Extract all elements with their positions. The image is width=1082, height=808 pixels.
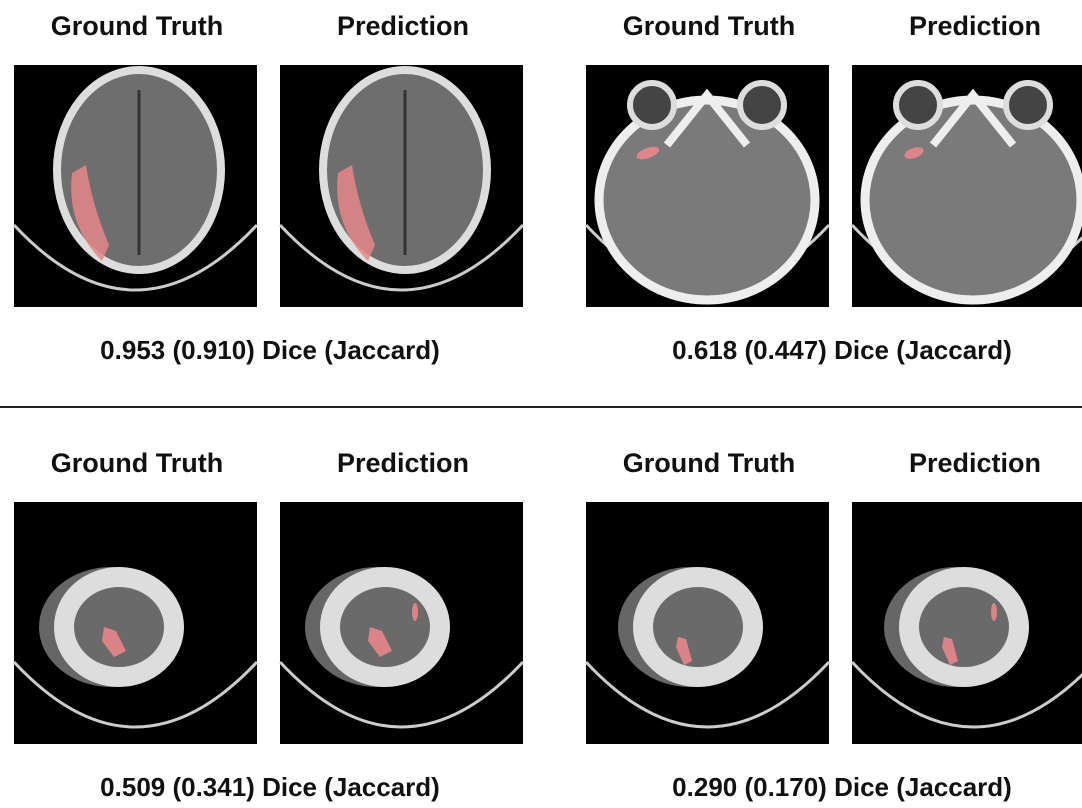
score-caption: 0.618 (0.447) Dice (Jaccard) bbox=[672, 335, 1012, 365]
score-caption: 0.290 (0.170) Dice (Jaccard) bbox=[672, 772, 1012, 802]
image-label: Ground Truth bbox=[623, 11, 795, 41]
skull bbox=[643, 577, 753, 677]
skull bbox=[330, 577, 440, 677]
figure: Ground Truth Prediction 0.953 (0.910) Dice… bbox=[0, 0, 1082, 803]
ct-scan bbox=[14, 65, 257, 307]
page: Ground Truth Prediction 0.953 (0.910) Dice… bbox=[0, 0, 1082, 803]
ct-scan bbox=[280, 502, 523, 744]
skull bbox=[599, 100, 815, 300]
image-label: Ground Truth bbox=[623, 448, 795, 478]
image-label: Ground Truth bbox=[51, 448, 223, 478]
image-label: Prediction bbox=[337, 11, 469, 41]
lesion bbox=[991, 603, 997, 621]
score-caption: 0.509 (0.341) Dice (Jaccard) bbox=[100, 772, 440, 802]
skull bbox=[64, 577, 174, 677]
image-label: Prediction bbox=[909, 448, 1041, 478]
ct-scan bbox=[586, 65, 829, 307]
eye bbox=[740, 83, 784, 127]
skull bbox=[909, 577, 1019, 677]
ct-scan bbox=[852, 65, 1082, 307]
eye bbox=[630, 83, 674, 127]
ct-scan bbox=[852, 502, 1082, 744]
eye bbox=[896, 83, 940, 127]
image-label: Ground Truth bbox=[51, 11, 223, 41]
lesion bbox=[412, 603, 418, 621]
ct-scan bbox=[586, 502, 829, 744]
score-caption: 0.953 (0.910) Dice (Jaccard) bbox=[100, 335, 440, 365]
ct-scan bbox=[280, 65, 523, 307]
image-label: Prediction bbox=[909, 11, 1041, 41]
eye bbox=[1006, 83, 1050, 127]
skull bbox=[865, 100, 1081, 300]
image-label: Prediction bbox=[337, 448, 469, 478]
ct-scan bbox=[14, 502, 257, 744]
